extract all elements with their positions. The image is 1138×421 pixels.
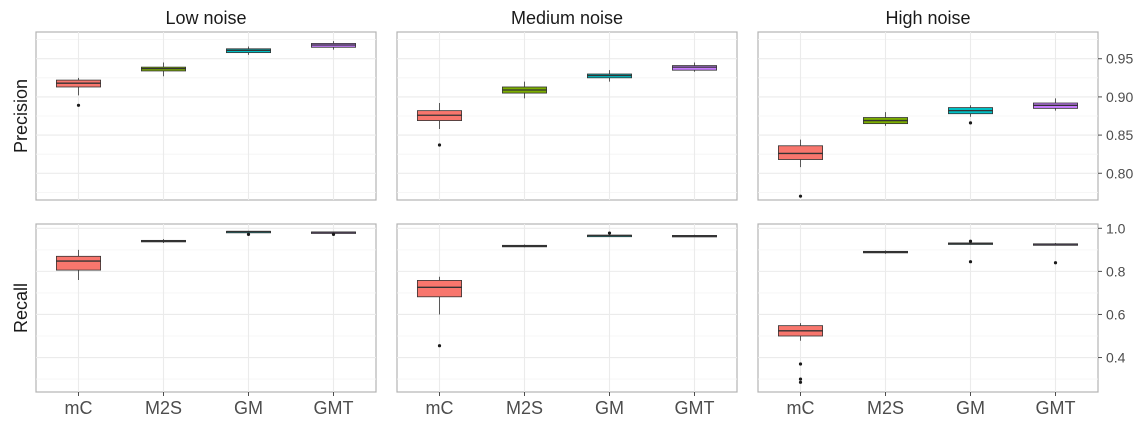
box-gmt	[310, 231, 356, 236]
outlier-point	[968, 239, 973, 243]
box-body	[416, 280, 462, 298]
row-label-precision: Precision	[11, 79, 31, 153]
column-title-medium-noise: Medium noise	[511, 8, 623, 28]
outlier-point	[76, 103, 81, 107]
outlier-point	[798, 377, 803, 381]
box-gmt	[1033, 98, 1079, 111]
panel-recall-medium-noise	[396, 223, 738, 393]
x-tick-label-gm: GM	[956, 398, 985, 418]
x-tick-label-m2s: M2S	[145, 398, 182, 418]
x-tick-label-mc: mC	[65, 398, 93, 418]
outlier-point	[331, 232, 336, 236]
box-gm	[225, 46, 271, 55]
box-gmt	[1033, 242, 1079, 265]
box-body	[778, 145, 824, 160]
column-title-low-noise: Low noise	[165, 8, 246, 28]
y-tick-label: 0.85	[1106, 127, 1133, 143]
box-m2s	[501, 244, 547, 248]
box-m2s	[863, 250, 909, 254]
box-gmt	[310, 41, 356, 50]
outlier-point	[968, 121, 973, 125]
box-mc	[416, 276, 462, 348]
outlier-point	[246, 232, 251, 236]
outlier-point	[437, 143, 442, 147]
outlier-point	[798, 362, 803, 366]
box-m2s	[140, 239, 186, 243]
outlier-point	[437, 344, 442, 348]
x-tick-label-gm: GM	[595, 398, 624, 418]
panel-precision-medium-noise	[396, 31, 738, 201]
panel-precision-high-noise	[757, 31, 1099, 201]
box-mc	[416, 103, 462, 147]
box-gm	[587, 231, 633, 238]
outlier-point	[968, 260, 973, 264]
box-gm	[948, 105, 994, 125]
x-tick-label-gmt: GMT	[1036, 398, 1076, 418]
box-gm	[587, 70, 633, 82]
y-tick-label: 0.90	[1106, 89, 1133, 105]
box-m2s	[501, 81, 547, 99]
outlier-point	[607, 231, 612, 235]
panel-background	[396, 223, 738, 393]
panel-precision-low-noise	[35, 31, 377, 201]
y-tick-label: 1.0	[1106, 220, 1126, 236]
x-tick-label-gm: GM	[234, 398, 263, 418]
y-tick-label: 0.6	[1106, 306, 1126, 322]
x-tick-label-mc: mC	[787, 398, 815, 418]
outlier-point	[798, 194, 803, 198]
box-mc	[778, 139, 824, 198]
y-tick-label: 0.80	[1106, 165, 1133, 181]
box-gm	[225, 230, 271, 236]
box-m2s	[140, 62, 186, 77]
outlier-point	[1053, 261, 1058, 265]
panel-background	[35, 223, 377, 393]
box-gmt	[672, 62, 718, 72]
panel-background	[757, 223, 1099, 393]
box-body	[672, 65, 718, 71]
row-label-recall: Recall	[11, 283, 31, 333]
box-body	[56, 255, 102, 271]
box-mc	[778, 323, 824, 384]
y-tick-label: 0.4	[1106, 350, 1126, 366]
box-gmt	[672, 234, 718, 238]
box-mc	[56, 249, 102, 280]
x-tick-label-gmt: GMT	[314, 398, 354, 418]
box-m2s	[863, 112, 909, 126]
outlier-point	[798, 380, 803, 384]
x-tick-label-gmt: GMT	[675, 398, 715, 418]
y-tick-label: 0.95	[1106, 51, 1133, 67]
x-tick-label-m2s: M2S	[867, 398, 904, 418]
x-tick-label-m2s: M2S	[506, 398, 543, 418]
panel-recall-high-noise	[757, 223, 1099, 393]
x-tick-label-mc: mC	[426, 398, 454, 418]
y-tick-label: 0.8	[1106, 263, 1126, 279]
column-title-high-noise: High noise	[885, 8, 970, 28]
box-mc	[56, 77, 102, 107]
panel-recall-low-noise	[35, 223, 377, 393]
box-gm	[948, 239, 994, 264]
